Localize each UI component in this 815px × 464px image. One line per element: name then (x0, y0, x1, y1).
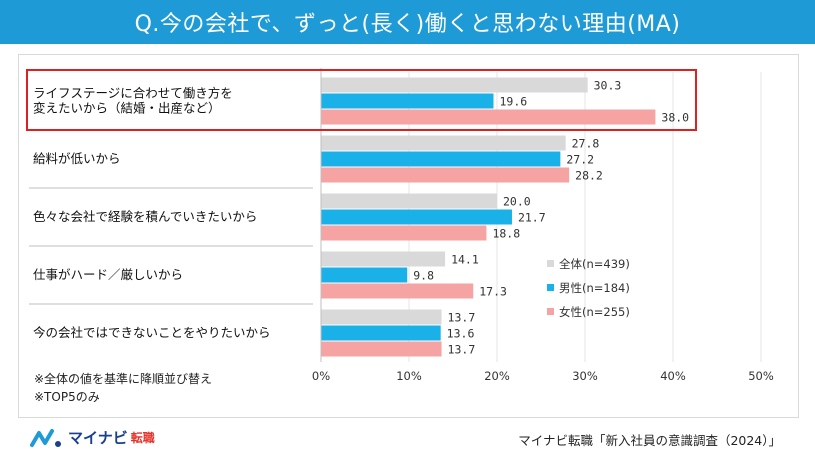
bar-0-2 (321, 109, 656, 125)
bar-2-0 (321, 193, 497, 209)
category-label: 給料が低いから (33, 151, 121, 166)
bar-0-1 (321, 93, 494, 109)
value-label-3-0: 14.1 (451, 253, 479, 267)
highlight-box (26, 69, 697, 131)
category-label: 今の会社ではできないことをやりたいから (33, 325, 271, 340)
logo-mark-icon (30, 428, 61, 447)
category-label: 仕事がハード／厳しいから (33, 267, 183, 282)
bar-4-2 (321, 341, 442, 357)
bar-1-1 (321, 151, 561, 167)
chart-title: Q.今の会社で、ずっと(長く)働くと思わない理由(MA) (134, 12, 681, 37)
x-tick-label-3: 30% (572, 369, 598, 383)
bar-3-0 (321, 251, 446, 267)
note-top5: ※TOP5のみ (34, 390, 100, 404)
logo-sub-text: 転職 (130, 431, 155, 445)
value-label-1-0: 27.8 (572, 137, 600, 151)
bar-4-1 (321, 325, 441, 341)
x-tick-label-2: 20% (484, 369, 510, 383)
value-label-2-1: 21.7 (518, 211, 546, 225)
legend-swatch-2 (547, 308, 554, 315)
x-tick-label-0: 0% (312, 369, 330, 383)
category-label: 変えたいから（結婚・出産など） (33, 101, 221, 116)
value-label-2-0: 20.0 (503, 195, 531, 209)
value-label-3-1: 9.8 (413, 269, 434, 283)
logo-brand-text: マイナビ (68, 429, 128, 447)
value-label-0-2: 38.0 (661, 111, 689, 125)
chart-frame: ライフステージに合わせて働き方を 変えたいから（結婚・出産など） 給料が低いから色々… (18, 54, 799, 418)
bar-1-0 (321, 135, 566, 151)
legend-label-0: 全体(n=439) (559, 257, 630, 271)
bar-4-0 (321, 309, 442, 325)
x-tick-label-4: 40% (660, 369, 686, 383)
value-label-0-0: 30.3 (594, 79, 622, 93)
bar-2-2 (321, 225, 487, 241)
x-tick-label-5: 50% (748, 369, 774, 383)
value-label-1-2: 28.2 (575, 169, 603, 183)
mynavi-logo: マイナビ 転職 (30, 427, 155, 448)
category-label: 色々な会社で経験を積んでいきたいから (33, 209, 257, 224)
x-tick-label-1: 10% (396, 369, 422, 383)
bar-3-1 (321, 267, 408, 283)
value-label-0-1: 19.6 (499, 95, 527, 109)
value-label-4-1: 13.6 (447, 327, 475, 341)
source-credit: マイナビ転職「新入社員の意識調査（2024）」 (518, 433, 781, 448)
value-label-2-2: 18.8 (492, 227, 520, 241)
legend-label-1: 男性(n=184) (559, 281, 630, 295)
category-label: ライフステージに合わせて働き方を (33, 86, 233, 101)
value-label-4-0: 13.7 (448, 311, 476, 325)
value-label-1-1: 27.2 (566, 153, 594, 167)
bar-1-2 (321, 167, 570, 183)
bar-3-2 (321, 283, 474, 299)
note-sort-order: ※全体の値を基準に降順並び替え (34, 372, 213, 386)
bar-0-0 (321, 77, 588, 93)
legend-swatch-0 (547, 260, 554, 267)
value-label-4-2: 13.7 (448, 343, 476, 357)
value-label-3-2: 17.3 (479, 285, 507, 299)
legend-label-2: 女性(n=255) (559, 305, 630, 319)
bar-2-1 (321, 209, 512, 225)
legend-swatch-1 (547, 284, 554, 291)
chart-title-banner: Q.今の会社で、ずっと(長く)働くと思わない理由(MA) (0, 0, 815, 44)
